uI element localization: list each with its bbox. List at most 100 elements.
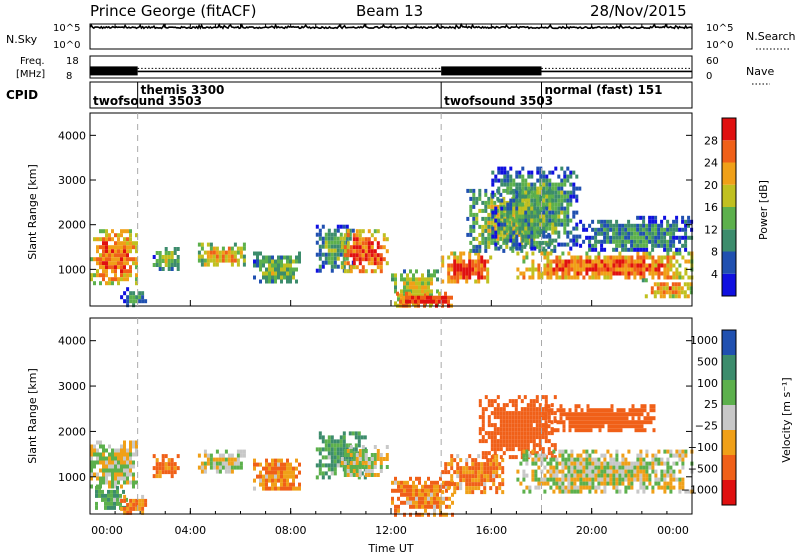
velocity-cell (642, 457, 646, 462)
power-cell (639, 271, 643, 276)
velocity-cell (400, 500, 403, 505)
power-cell (286, 259, 289, 264)
velocity-cell (586, 416, 590, 421)
power-cell (536, 218, 540, 223)
power-cell (339, 232, 343, 237)
velocity-cell (538, 435, 542, 440)
velocity-cell (259, 474, 262, 479)
power-cell (132, 295, 136, 300)
velocity-cell (495, 486, 499, 491)
power-cell (591, 227, 595, 232)
power-cell (132, 299, 136, 304)
power-cell (648, 223, 652, 228)
power-cell (546, 271, 550, 276)
velocity-cell (361, 453, 365, 457)
power-cell (298, 251, 301, 256)
velocity-cell (129, 468, 132, 473)
power-cell (660, 223, 664, 228)
power-cell (606, 267, 610, 272)
velocity-cell (594, 477, 598, 482)
power-cell (687, 219, 691, 224)
velocity-cell (508, 447, 512, 452)
velocity-cell (418, 504, 421, 509)
power-cell (566, 194, 570, 199)
velocity-cell (597, 473, 601, 478)
velocity-cell (615, 469, 619, 474)
velocity-cell (99, 444, 102, 449)
power-cell (530, 182, 534, 187)
power-cell (256, 251, 259, 256)
power-cell (491, 230, 495, 235)
velocity-cell (576, 485, 580, 490)
velocity-cell (436, 480, 439, 485)
power-cell (441, 295, 444, 300)
power-cell (478, 240, 482, 245)
velocity-cell (421, 496, 424, 501)
velocity-cell (99, 440, 102, 445)
power-cell (444, 291, 447, 296)
velocity-cell (227, 457, 231, 462)
power-cell (563, 214, 567, 219)
velocity-cell (522, 469, 526, 474)
power-cell (400, 289, 403, 294)
velocity-cell (120, 464, 123, 469)
power-cell (274, 271, 277, 276)
power-cell (639, 235, 643, 240)
velocity-cell (514, 427, 518, 432)
velocity-cell (330, 459, 334, 464)
power-cell (689, 290, 693, 295)
velocity-cell (606, 481, 610, 486)
velocity-cell (357, 435, 361, 440)
power-cell (548, 242, 552, 247)
power-cell (554, 186, 558, 191)
velocity-cell (277, 470, 280, 475)
power-cell (472, 244, 476, 249)
power-cell (111, 253, 114, 258)
power-cell (295, 267, 298, 272)
velocity-cell (298, 482, 301, 487)
power-cell (412, 273, 415, 278)
power-cell (487, 220, 491, 225)
power-cell (618, 271, 622, 276)
power-cell (543, 255, 547, 260)
power-cell (545, 178, 549, 183)
velocity-cell (574, 404, 578, 409)
power-cell (554, 198, 558, 203)
velocity-cell (538, 443, 542, 448)
power-cell (382, 245, 386, 250)
velocity-cell (511, 399, 515, 404)
power-cell (358, 237, 362, 242)
velocity-cell (352, 465, 356, 469)
velocity-cell (114, 448, 117, 453)
power-cell (108, 249, 111, 254)
power-cell (289, 259, 292, 264)
power-cell (542, 222, 546, 227)
velocity-cell (167, 466, 171, 471)
power-cell (517, 232, 521, 237)
velocity-cell (450, 474, 454, 479)
power-cell (361, 229, 365, 234)
velocity-cell (520, 455, 524, 460)
power-cell (105, 261, 108, 266)
velocity-cell (573, 477, 577, 482)
power-cell (645, 263, 649, 268)
power-cell (298, 259, 301, 264)
power-cell (339, 224, 343, 229)
velocity-cell (409, 484, 412, 489)
power-cell (566, 242, 570, 247)
power-cell (361, 237, 365, 242)
power-cell (105, 269, 108, 274)
velocity-cell (107, 501, 110, 506)
velocity-cell (603, 469, 607, 474)
power-cell (600, 271, 604, 276)
power-cell (242, 254, 246, 259)
power-cell (412, 293, 415, 298)
power-cell (624, 239, 628, 244)
velocity-cell (129, 498, 133, 503)
velocity-cell (107, 497, 110, 502)
power-cell (609, 271, 613, 276)
power-cell (524, 178, 528, 183)
velocity-cell (547, 419, 551, 424)
power-cell (525, 251, 529, 256)
power-cell (518, 218, 522, 223)
